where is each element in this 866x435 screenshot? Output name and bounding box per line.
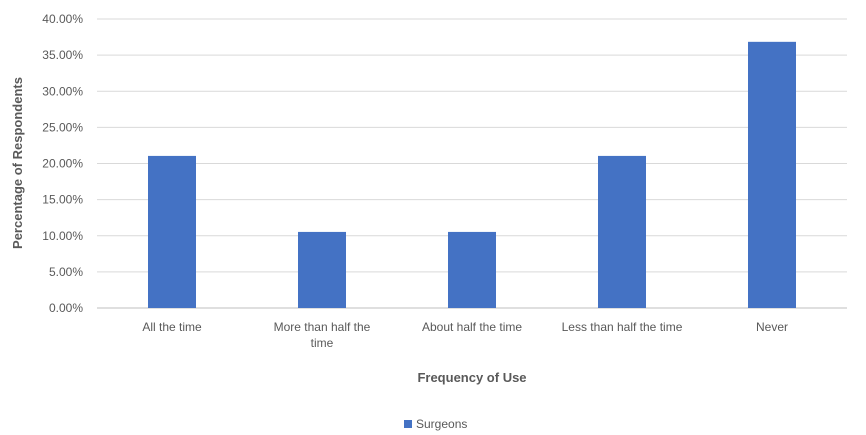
legend: Surgeons xyxy=(404,417,467,431)
bar-less-than-half-the-time xyxy=(598,155,646,308)
legend-swatch xyxy=(404,420,412,428)
y-axis-title: Percentage of Respondents xyxy=(10,77,25,249)
bar-about-half-the-time xyxy=(448,231,496,308)
y-tick-label: 20.00% xyxy=(42,157,83,171)
y-tick-label: 5.00% xyxy=(49,265,83,279)
x-tick-label: More than half the time xyxy=(274,320,371,350)
y-tick-label: 40.00% xyxy=(42,12,83,26)
bar-all-the-time xyxy=(148,155,196,308)
x-tick-labels: All the time More than half the time About … xyxy=(142,320,788,350)
y-tick-labels: 0.00% 5.00% 10.00% 15.00% 20.00% 25.00% 30.00%… xyxy=(42,12,83,315)
x-axis-title: Frequency of Use xyxy=(417,370,526,385)
x-tick-label: Less than half the time xyxy=(562,320,683,334)
y-tick-label: 0.00% xyxy=(49,301,83,315)
y-tick-label: 15.00% xyxy=(42,193,83,207)
x-tick-label: All the time xyxy=(142,320,202,334)
x-tick-label: About half the time xyxy=(422,320,522,334)
legend-label: Surgeons xyxy=(416,417,467,431)
y-tick-label: 30.00% xyxy=(42,84,83,98)
bars xyxy=(148,41,796,309)
y-tick-label: 35.00% xyxy=(42,48,83,62)
y-tick-label: 10.00% xyxy=(42,229,83,243)
bar-more-than-half-the-time xyxy=(298,231,346,308)
y-tick-label: 25.00% xyxy=(42,120,83,134)
bar-never xyxy=(748,41,796,309)
gridlines xyxy=(97,18,847,309)
x-tick-label: Never xyxy=(756,320,788,334)
